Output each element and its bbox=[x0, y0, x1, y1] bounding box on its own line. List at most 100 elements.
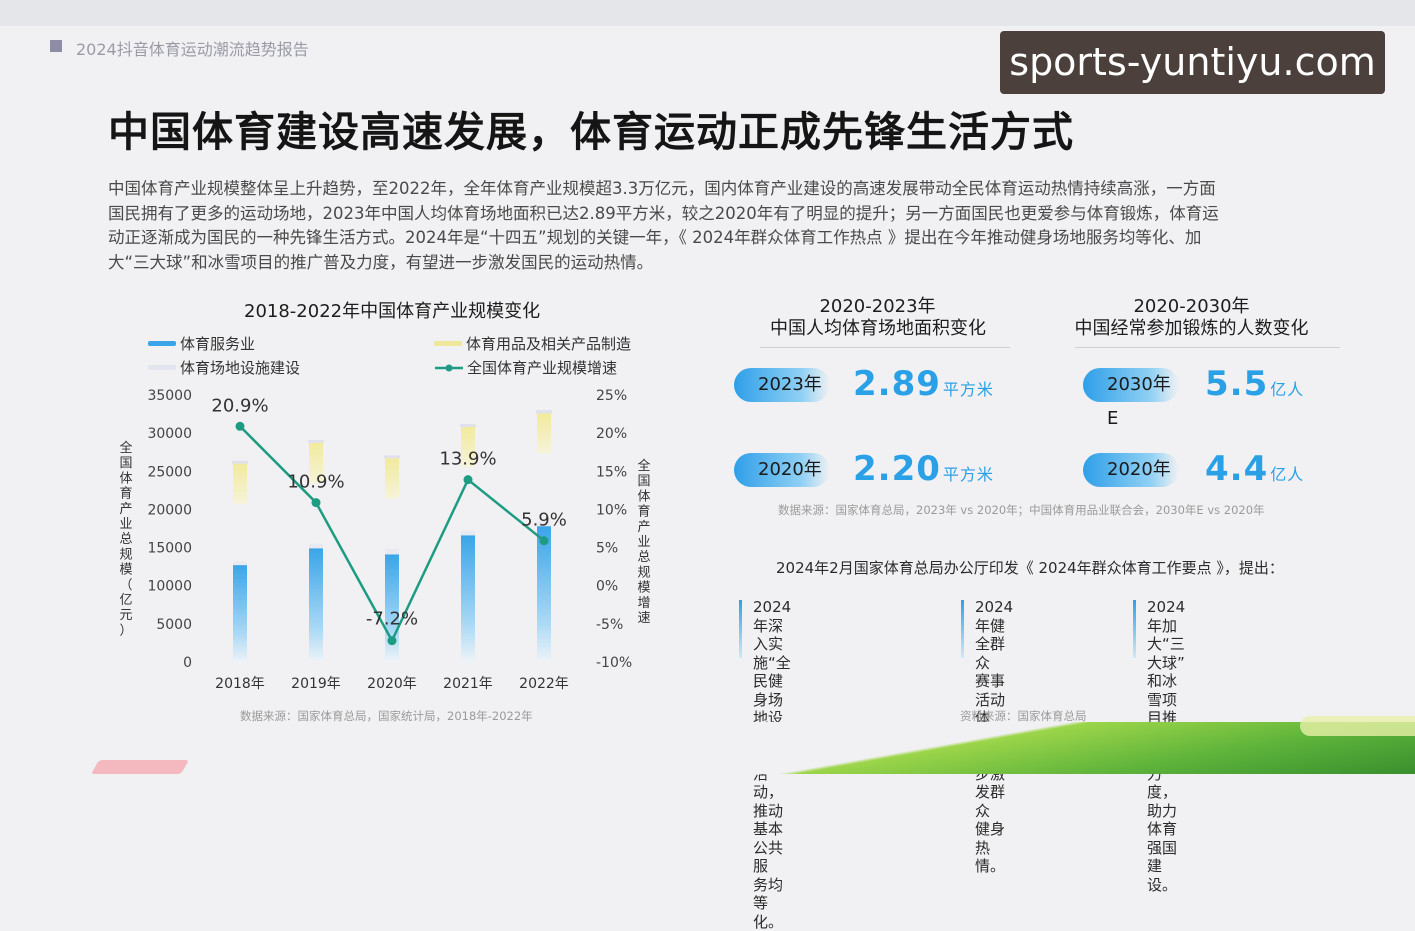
bar-facility bbox=[385, 549, 399, 554]
legend-swatch bbox=[148, 341, 176, 346]
title-line: 中国经常参加锻炼的人数变化 bbox=[1074, 318, 1309, 340]
text-line: 2024年深入实施“全 bbox=[753, 598, 791, 672]
number: 2.89 bbox=[853, 364, 941, 404]
bar-facility bbox=[461, 531, 475, 536]
accent-bar bbox=[1133, 600, 1136, 658]
growth-point bbox=[464, 475, 473, 484]
report-square-icon bbox=[50, 40, 62, 52]
text-line: 务均等化。 bbox=[753, 876, 791, 931]
y2-tick-label: 0% bbox=[596, 579, 618, 595]
y-axis-title: 全国体育产业总规模（亿元） bbox=[119, 440, 132, 638]
y2-tick-label: 15% bbox=[596, 464, 627, 480]
bar-goods-cap bbox=[308, 440, 324, 443]
y2-tick-label: 5% bbox=[596, 541, 618, 557]
y-tick-label: 10000 bbox=[147, 579, 192, 595]
industry-chart: 3500030000250002000015000100005000025%20… bbox=[110, 380, 650, 700]
text-line: 活动，推动基本公共服 bbox=[753, 765, 791, 876]
year-pill: 2030年E bbox=[1083, 368, 1179, 402]
y-tick-label: 15000 bbox=[147, 541, 192, 557]
bar-goods bbox=[537, 413, 551, 453]
legend-label: 全国体育产业规模增速 bbox=[467, 357, 617, 378]
x-tick-label: 2022年 bbox=[519, 676, 569, 692]
growth-data-label: -7.2% bbox=[366, 609, 418, 630]
y-tick-label: 35000 bbox=[147, 388, 192, 404]
area-stats-title: 2020-2023年 中国人均体育场地面积变化 bbox=[770, 296, 985, 340]
industry-chart-title: 2018-2022年中国体育产业规模变化 bbox=[244, 297, 540, 323]
y-tick-label: 25000 bbox=[147, 464, 192, 480]
y2-axis-title: 全国体育产业总规模增速 bbox=[637, 458, 650, 626]
legend-facility: 体育场地设施建设 bbox=[148, 357, 300, 378]
text-line: 建设。 bbox=[1147, 857, 1185, 894]
x-tick-label: 2018年 bbox=[215, 676, 265, 692]
growth-point bbox=[540, 536, 549, 545]
stats-source: 数据来源：国家体育总局，2023年 vs 2020年；中国体育用品业联合会，20… bbox=[778, 502, 1265, 518]
bar-goods-cap bbox=[232, 461, 248, 464]
y-tick-label: 20000 bbox=[147, 502, 192, 518]
people-stats-title: 2020-2030年 中国经常参加锻炼的人数变化 bbox=[1074, 296, 1309, 340]
pink-decoration bbox=[91, 760, 189, 774]
number: 5.5 bbox=[1205, 364, 1268, 404]
divider bbox=[1075, 347, 1340, 348]
intro-line: 国民拥有了更多的运动场地，2023年中国人均体育场地面积已达2.89平方米，较之… bbox=[108, 202, 1313, 227]
policy-notice-heading: 2024年2月国家体育总局办公厅印发《 2024年群众体育工作要点 》，提出： bbox=[776, 557, 1284, 578]
intro-line: 中国体育产业规模整体呈上升趋势，至2022年，全年体育产业规模超3.3万亿元，国… bbox=[108, 177, 1313, 202]
year-pill: 2020年 bbox=[1083, 453, 1179, 487]
accent-bar bbox=[961, 600, 964, 658]
unit: 亿人 bbox=[1270, 465, 1304, 484]
bar-service bbox=[461, 535, 475, 662]
legend-swatch bbox=[148, 365, 176, 370]
bar-service bbox=[309, 548, 323, 662]
top-bar bbox=[0, 0, 1415, 26]
number: 4.4 bbox=[1205, 449, 1268, 489]
growth-data-label: 13.9% bbox=[439, 449, 496, 470]
bar-goods-cap bbox=[460, 424, 476, 427]
growth-point bbox=[388, 636, 397, 645]
accent-bar bbox=[739, 600, 742, 658]
bar-service bbox=[233, 565, 247, 662]
intro-paragraph: 中国体育产业规模整体呈上升趋势，至2022年，全年体育产业规模超3.3万亿元，国… bbox=[108, 177, 1313, 275]
growth-point bbox=[312, 498, 321, 507]
title-line: 2020-2023年 bbox=[770, 296, 985, 318]
legend-goods: 体育用品及相关产品制造 bbox=[434, 333, 631, 354]
legend-service: 体育服务业 bbox=[148, 333, 255, 354]
legend-swatch bbox=[434, 341, 462, 346]
page-title: 中国体育建设高速发展，体育运动正成先锋生活方式 bbox=[108, 98, 1074, 158]
y-tick-label: 0 bbox=[183, 655, 192, 671]
divider bbox=[760, 347, 1010, 348]
y-tick-label: 5000 bbox=[156, 617, 192, 633]
watermark: sports-yuntiyu.com bbox=[1000, 31, 1385, 94]
x-tick-label: 2019年 bbox=[291, 676, 341, 692]
year-pill: 2023年 bbox=[734, 368, 830, 402]
industry-chart-source: 数据来源：国家体育总局，国家统计局，2018年-2022年 bbox=[240, 708, 533, 724]
number: 2.20 bbox=[853, 449, 941, 489]
unit: 平方米 bbox=[943, 380, 994, 399]
unit: 平方米 bbox=[943, 465, 994, 484]
intro-line: 动正逐渐成为国民的一种先锋生活方式。2024年是“十四五”规划的关键一年，《 2… bbox=[108, 226, 1313, 251]
year-pill: 2020年 bbox=[734, 453, 830, 487]
x-tick-label: 2020年 bbox=[367, 676, 417, 692]
text-line: 2024年健全群众 bbox=[975, 598, 1013, 672]
legend-label: 体育服务业 bbox=[180, 333, 255, 354]
legend-label: 体育场地设施建设 bbox=[180, 357, 300, 378]
bar-goods bbox=[233, 464, 247, 504]
growth-data-label: 10.9% bbox=[287, 472, 344, 493]
bar-facility bbox=[233, 561, 247, 565]
grass-highlight bbox=[1300, 716, 1415, 736]
growth-point bbox=[236, 422, 245, 431]
growth-data-label: 5.9% bbox=[521, 510, 567, 531]
title-line: 中国人均体育场地面积变化 bbox=[770, 318, 985, 340]
bar-goods-cap bbox=[536, 410, 552, 413]
y2-tick-label: 25% bbox=[596, 388, 627, 404]
y2-tick-label: 20% bbox=[596, 426, 627, 442]
growth-data-label: 20.9% bbox=[211, 395, 268, 416]
y2-tick-label: -5% bbox=[596, 617, 623, 633]
bar-service bbox=[537, 526, 551, 662]
report-name: 2024抖音体育运动潮流趋势报告 bbox=[76, 36, 309, 60]
y2-tick-label: 10% bbox=[596, 502, 627, 518]
legend-line-marker bbox=[434, 363, 464, 373]
intro-line: 大“三大球”和冰雪项目的推广普及力度，有望进一步激发国民的运动热情。 bbox=[108, 251, 1313, 276]
